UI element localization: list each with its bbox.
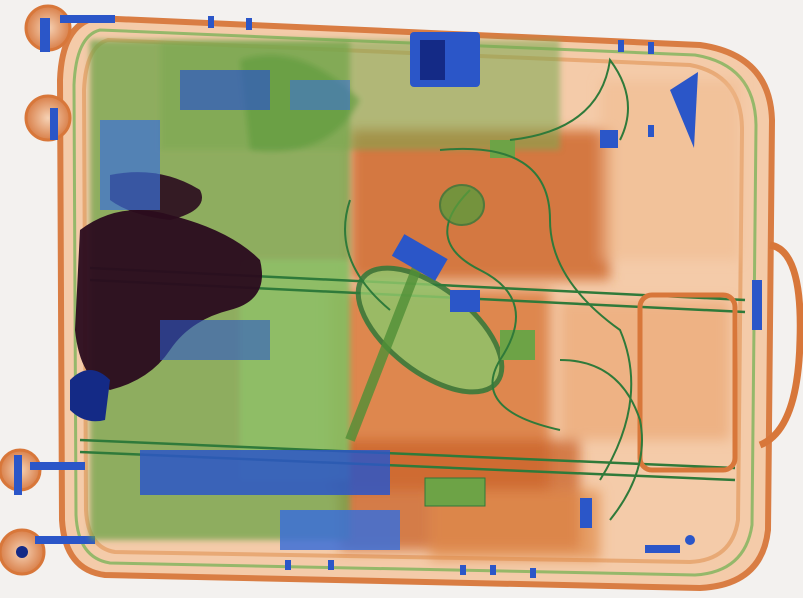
suitcase-wheel bbox=[0, 4, 115, 576]
electronics-cluster bbox=[100, 32, 698, 550]
cable-bundle bbox=[344, 57, 643, 521]
lock-clasp bbox=[208, 16, 762, 578]
circuit-board bbox=[424, 140, 535, 507]
carry-handle bbox=[758, 241, 803, 449]
